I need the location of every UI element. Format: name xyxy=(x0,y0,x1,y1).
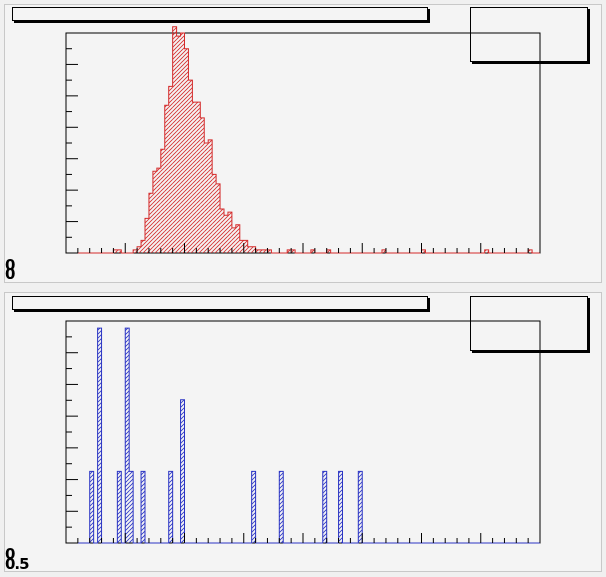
top-bar xyxy=(259,249,264,253)
top-bar xyxy=(212,174,217,253)
top-bar xyxy=(528,249,533,253)
bottom-bar xyxy=(358,471,363,543)
bottom-bar xyxy=(322,471,327,543)
top-ytick-label-1: 0 xyxy=(5,265,15,283)
top-bar xyxy=(220,209,224,253)
bottom-bar xyxy=(125,328,130,543)
top-bar xyxy=(484,249,489,253)
top-bar xyxy=(267,249,272,253)
top-bar xyxy=(227,212,232,253)
top-bar xyxy=(176,36,181,254)
top-bar xyxy=(145,218,149,253)
bottom-title-box xyxy=(12,296,428,310)
top-bar xyxy=(137,246,142,253)
top-bar xyxy=(156,168,161,253)
bottom-ytick-label-1: 0.5 xyxy=(5,555,30,573)
top-bar xyxy=(168,86,173,253)
top-bar xyxy=(224,215,228,253)
bottom-bar xyxy=(129,471,134,543)
bottom-ytick-label-0: 0 xyxy=(5,545,15,563)
bottom-bar xyxy=(338,471,343,543)
bottom-bar xyxy=(97,328,102,543)
top-bar xyxy=(255,249,260,253)
top-bar xyxy=(291,249,296,253)
top-bar xyxy=(113,249,118,253)
top-bar xyxy=(188,80,193,254)
top-bar xyxy=(172,26,177,254)
bottom-histogram xyxy=(65,320,541,544)
top-bar xyxy=(243,240,248,253)
top-bar xyxy=(152,171,157,253)
top-bar xyxy=(160,149,165,253)
bottom-histogram-outline xyxy=(66,327,540,544)
top-bar xyxy=(382,249,386,253)
top-bar xyxy=(200,117,205,253)
bottom-bar xyxy=(251,471,256,543)
top-bar xyxy=(148,193,153,253)
top-stats-box xyxy=(470,7,588,62)
top-title-box xyxy=(12,7,428,21)
top-bar xyxy=(216,183,221,253)
bottom-bar xyxy=(168,471,173,543)
top-ytick-label-0: 0 xyxy=(5,256,15,274)
bottom-stats-box xyxy=(470,296,588,351)
bottom-bar xyxy=(89,471,94,543)
bottom-plot-frame xyxy=(65,320,541,544)
top-bar xyxy=(208,139,213,253)
top-bar xyxy=(117,249,122,253)
bottom-bar xyxy=(180,399,185,543)
top-bar xyxy=(251,246,256,253)
top-bar xyxy=(235,224,240,253)
top-bar xyxy=(164,105,169,254)
top-bar xyxy=(192,102,197,254)
top-bar xyxy=(141,240,145,253)
top-bar xyxy=(421,249,426,253)
top-histogram xyxy=(65,26,541,254)
top-histogram-outline xyxy=(66,26,540,254)
top-bar xyxy=(247,246,252,253)
top-bar xyxy=(263,249,268,253)
bottom-bar xyxy=(279,471,284,543)
top-bar xyxy=(326,249,331,253)
top-bar xyxy=(231,227,236,253)
bottom-bar xyxy=(117,471,122,543)
bottom-bar xyxy=(141,471,145,543)
top-bar xyxy=(180,33,185,253)
top-plot-frame xyxy=(65,32,541,254)
top-bar xyxy=(310,249,315,253)
top-bar xyxy=(184,48,189,253)
top-bar xyxy=(204,143,209,253)
top-bar xyxy=(287,249,292,253)
top-bar xyxy=(196,102,201,254)
top-bar xyxy=(133,249,138,253)
top-bar xyxy=(239,240,244,253)
